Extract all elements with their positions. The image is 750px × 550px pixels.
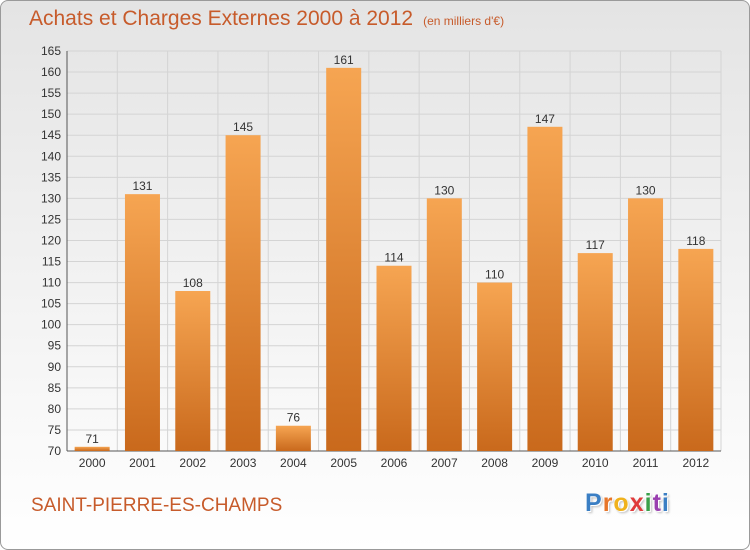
- x-tick-label: 2001: [129, 456, 156, 470]
- y-tick-label: 115: [42, 255, 61, 269]
- bar: [376, 265, 412, 451]
- logo-letter: i: [644, 489, 653, 517]
- y-tick-label: 90: [48, 360, 62, 374]
- bar: [678, 248, 714, 451]
- y-tick-label: 150: [41, 107, 61, 121]
- bar: [275, 425, 311, 451]
- bar: [225, 135, 261, 452]
- y-tick-label: 130: [41, 191, 61, 205]
- y-tick-label: 80: [48, 402, 62, 416]
- y-tick-label: 160: [41, 65, 61, 79]
- bar-value-label: 118: [686, 234, 705, 248]
- bar-value-label: 131: [132, 179, 152, 193]
- chart-title: Achats et Charges Externes 2000 à 2012 (e…: [29, 7, 504, 31]
- bar: [426, 198, 462, 451]
- x-tick-label: 2004: [280, 456, 307, 470]
- bar-value-label: 130: [434, 183, 454, 197]
- bar: [527, 126, 563, 451]
- logo-letter: i: [661, 489, 670, 517]
- x-tick-label: 2010: [582, 456, 609, 470]
- x-tick-label: 2012: [682, 456, 709, 470]
- bar: [628, 198, 664, 451]
- bar-value-label: 161: [334, 53, 354, 67]
- x-tick-label: 2008: [481, 456, 508, 470]
- logo-letter: P: [585, 489, 603, 517]
- x-tick-label: 2011: [633, 456, 659, 470]
- chart-title-text: Achats et Charges Externes 2000 à 2012: [29, 7, 414, 30]
- x-tick-label: 2000: [79, 456, 106, 470]
- y-tick-label: 155: [41, 86, 61, 100]
- y-tick-label: 125: [41, 212, 61, 226]
- y-tick-label: 145: [41, 128, 61, 142]
- bar-value-label: 145: [233, 120, 253, 134]
- bar-value-label: 108: [183, 276, 203, 290]
- y-tick-label: 135: [41, 170, 61, 184]
- y-tick-label: 75: [48, 423, 62, 437]
- logo-letter: t: [652, 489, 662, 517]
- bar: [175, 291, 211, 451]
- commune-name: SAINT-PIERRE-ES-CHAMPS: [31, 495, 283, 516]
- x-tick-label: 2005: [330, 456, 357, 470]
- y-tick-label: 70: [48, 444, 62, 458]
- y-tick-label: 105: [41, 297, 61, 311]
- x-tick-label: 2009: [532, 456, 559, 470]
- bar: [124, 194, 160, 451]
- y-tick-label: 95: [48, 339, 62, 353]
- logo-letter: r: [602, 489, 614, 517]
- bar: [74, 446, 110, 451]
- logo-letter: x: [629, 489, 645, 517]
- bar-value-label: 110: [485, 268, 504, 282]
- x-tick-label: 2003: [230, 456, 257, 470]
- bar-value-label: 147: [535, 112, 555, 126]
- chart-unit: (en milliers d'€): [423, 14, 505, 28]
- x-tick-label: 2007: [431, 456, 458, 470]
- bar-value-label: 114: [384, 251, 403, 265]
- bar: [326, 67, 362, 451]
- bar: [477, 282, 513, 451]
- x-tick-label: 2002: [179, 456, 206, 470]
- y-tick-label: 120: [41, 233, 61, 247]
- y-tick-label: 100: [41, 318, 61, 332]
- y-tick-label: 165: [41, 44, 61, 58]
- bar-value-label: 117: [586, 238, 605, 252]
- y-tick-label: 110: [42, 276, 61, 290]
- x-tick-label: 2006: [381, 456, 408, 470]
- logo-letter: o: [613, 489, 630, 517]
- bar-value-label: 130: [636, 183, 656, 197]
- bar-value-label: 76: [287, 411, 301, 425]
- bar: [577, 253, 613, 451]
- bar-value-label: 71: [85, 432, 99, 446]
- y-tick-label: 85: [48, 381, 62, 395]
- y-tick-label: 140: [41, 149, 61, 163]
- proxiti-logo: Proxiti: [585, 489, 670, 518]
